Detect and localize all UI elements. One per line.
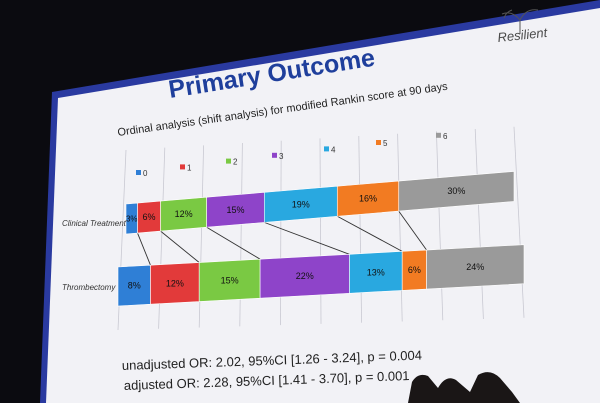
logo-text: Resilient	[497, 25, 550, 45]
data-label: 3%	[126, 215, 138, 224]
legend-swatch-2	[226, 158, 231, 164]
shift-connector-line	[264, 221, 350, 255]
legend-label: 0	[143, 169, 148, 178]
legend-swatch-4	[324, 146, 329, 152]
data-label: 6%	[408, 265, 421, 275]
legend-label: 1	[187, 163, 192, 172]
data-label: 12%	[166, 278, 184, 288]
legend-swatch-1	[180, 164, 185, 170]
data-label: 8%	[128, 281, 141, 291]
legend-swatch-0	[136, 170, 141, 175]
gridline	[474, 129, 484, 320]
legend-swatch-6	[436, 132, 441, 138]
legend-swatch-5	[376, 140, 381, 145]
data-label: 12%	[175, 209, 193, 219]
legend-label: 2	[233, 158, 238, 167]
data-label: 24%	[466, 262, 484, 272]
category-label: Thrombectomy	[62, 283, 116, 292]
shift-connector-line	[206, 226, 261, 260]
shift-connector-line	[337, 215, 403, 252]
data-label: 15%	[226, 205, 244, 215]
data-label: 16%	[359, 194, 377, 204]
data-label: 15%	[221, 275, 239, 285]
data-label: 30%	[447, 186, 465, 196]
category-label: Clinical Treatment	[62, 219, 127, 228]
data-label: 19%	[292, 199, 310, 209]
data-label: 22%	[296, 271, 314, 281]
audience-hands	[408, 372, 520, 403]
gridline	[513, 126, 525, 318]
data-label: 6%	[143, 212, 156, 222]
legend-label: 3	[279, 152, 284, 161]
legend-label: 4	[331, 145, 336, 154]
shift-connector-line	[398, 210, 427, 251]
gridline	[436, 131, 444, 321]
shift-connector-line	[160, 230, 200, 263]
logo-tree-icon	[501, 9, 539, 34]
shift-connector-line	[137, 232, 151, 266]
bar-segment-6	[426, 244, 525, 290]
legend-label: 5	[383, 139, 388, 148]
legend-label: 6	[443, 132, 448, 141]
bar-segment-6	[398, 171, 515, 212]
legend-swatch-3	[272, 152, 277, 158]
data-label: 13%	[367, 267, 385, 277]
